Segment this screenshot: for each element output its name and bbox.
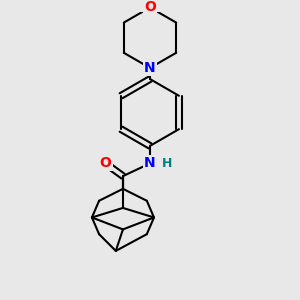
Text: N: N bbox=[144, 156, 156, 170]
Text: N: N bbox=[144, 61, 156, 75]
Text: O: O bbox=[100, 156, 111, 170]
Text: O: O bbox=[144, 1, 156, 14]
Text: H: H bbox=[162, 157, 173, 170]
